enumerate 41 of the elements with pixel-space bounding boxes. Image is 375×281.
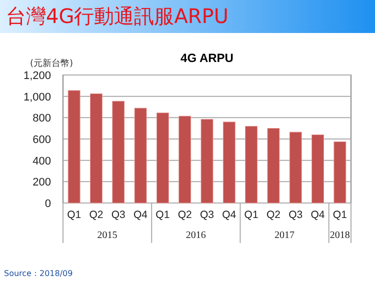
bar bbox=[68, 90, 80, 204]
x-tick-label: Q2 bbox=[89, 209, 104, 221]
bar bbox=[134, 108, 147, 204]
bar bbox=[156, 112, 169, 204]
bar bbox=[178, 116, 192, 204]
x-tick-label: Q3 bbox=[288, 209, 303, 221]
y-axis-title: (元新台幣) bbox=[30, 58, 74, 69]
chart-title: 台灣4G行動通訊服ARPU bbox=[6, 4, 228, 28]
bar bbox=[267, 128, 280, 204]
bar bbox=[289, 132, 302, 204]
text: 2018 bbox=[330, 230, 350, 241]
y-tick-label: 0 bbox=[44, 198, 51, 210]
bar bbox=[90, 93, 102, 204]
x-tick-label: Q2 bbox=[178, 209, 192, 221]
text: 2015 bbox=[97, 230, 118, 241]
x-tick-label: Q1 bbox=[156, 209, 170, 221]
text: 2017 bbox=[274, 230, 295, 241]
x-tick-label: Q1 bbox=[67, 209, 82, 221]
y-tick-label: 800 bbox=[32, 112, 51, 125]
text: 2016 bbox=[186, 230, 206, 241]
chart-subtitle: 4G ARPU bbox=[180, 51, 234, 65]
x-tick-label: Q4 bbox=[134, 209, 148, 221]
x-tick-label: Q1 bbox=[332, 209, 348, 221]
y-tick-label: 1,000 bbox=[23, 91, 51, 104]
bar bbox=[245, 126, 258, 204]
x-tick-label: Q2 bbox=[266, 209, 281, 221]
x-tick-label: Q1 bbox=[244, 209, 258, 221]
x-tick-label: Q3 bbox=[200, 209, 214, 221]
x-tick-label: Q4 bbox=[222, 209, 236, 221]
bar bbox=[200, 119, 214, 204]
bar bbox=[334, 141, 346, 204]
y-tick-label: 200 bbox=[32, 176, 51, 189]
y-tick-label: 400 bbox=[32, 155, 51, 168]
y-tick-label: 1,200 bbox=[23, 70, 51, 82]
bar bbox=[312, 134, 324, 204]
bar bbox=[112, 100, 125, 204]
bar bbox=[222, 122, 236, 204]
y-tick-label: 600 bbox=[32, 134, 51, 146]
x-tick-label: Q4 bbox=[310, 209, 325, 221]
x-tick-label: Q3 bbox=[111, 209, 126, 221]
source-note: Source：2018/09 bbox=[4, 269, 73, 278]
